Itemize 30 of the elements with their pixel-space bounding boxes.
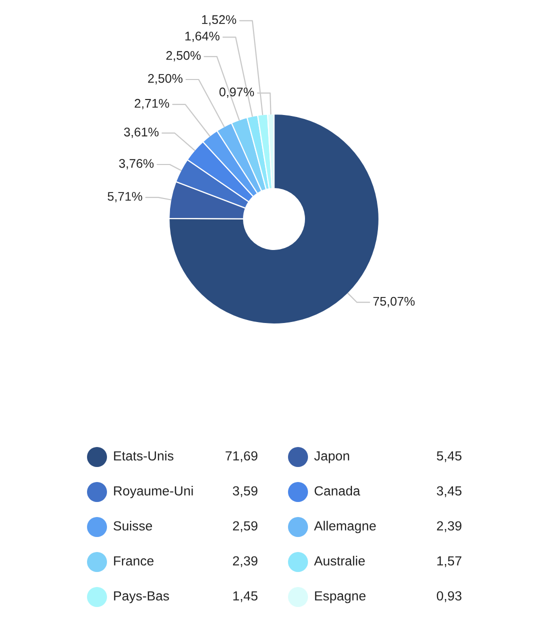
legend-label: Etats-Unis (114, 450, 174, 461)
text: 3,59 (232, 486, 258, 498)
legend-label: Pays-Bas (114, 591, 169, 604)
data-label: 3,76% (119, 159, 154, 170)
text: 1,57 (437, 556, 462, 568)
data-label: 2,50% (166, 51, 201, 62)
data-label: 1,64% (185, 32, 220, 42)
text: 3,45 (436, 486, 462, 498)
data-label: 3,61% (124, 128, 159, 138)
legend-label: Australie (314, 556, 365, 566)
data-label: 2,71% (134, 98, 170, 110)
legend-label: Canada (314, 486, 360, 496)
legend-label: France (114, 556, 154, 566)
legend-label: Allemagne (314, 520, 376, 534)
text: 2,39 (436, 521, 462, 532)
text: 0,93 (436, 591, 462, 602)
data-label: 5,71% (108, 192, 142, 202)
data-label: 1,52% (202, 15, 236, 26)
legend-label: Suisse (114, 520, 152, 531)
data-label: 2,50% (148, 74, 182, 84)
legend-label: Espagne (315, 591, 366, 604)
text: 2,59 (232, 521, 258, 532)
data-label: 0,97% (219, 88, 254, 98)
data-label: 75,07% (373, 296, 415, 308)
legend-label: Royaume-Uni (114, 486, 193, 498)
text: 2,39 (232, 556, 258, 568)
text: 71,69 (226, 451, 258, 462)
text: 5,45 (436, 451, 462, 462)
legend-label: Japon (314, 451, 350, 464)
text: 1,45 (233, 591, 258, 602)
